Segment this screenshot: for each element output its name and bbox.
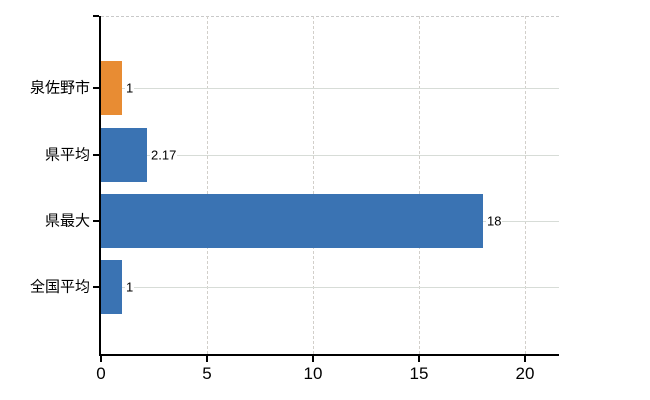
y-axis-tick bbox=[93, 87, 99, 89]
y-axis-tick bbox=[93, 286, 99, 288]
category-label: 泉佐野市 bbox=[29, 79, 90, 97]
x-tick-label: 20 bbox=[515, 364, 535, 383]
x-tick-label: 0 bbox=[96, 364, 106, 383]
x-axis-tick bbox=[100, 356, 102, 362]
category-label: 県最大 bbox=[44, 212, 90, 230]
x-tick-label: 15 bbox=[409, 364, 429, 383]
category-label: 全国平均 bbox=[29, 278, 90, 296]
category-label: 県平均 bbox=[44, 146, 90, 164]
bar-value-label: 1 bbox=[125, 279, 135, 295]
h-gridline bbox=[101, 88, 559, 89]
bar bbox=[101, 194, 483, 248]
bar-value-label: 18 bbox=[486, 213, 503, 229]
v-gridline bbox=[207, 16, 208, 354]
y-axis-tick bbox=[93, 15, 99, 17]
y-axis-tick bbox=[93, 220, 99, 222]
x-axis-tick bbox=[206, 356, 208, 362]
v-gridline bbox=[419, 16, 420, 354]
h-gridline bbox=[101, 287, 559, 288]
plot-top-border bbox=[101, 16, 559, 17]
x-axis-tick bbox=[524, 356, 526, 362]
x-axis-spine bbox=[99, 354, 559, 356]
bar bbox=[101, 260, 122, 314]
bar-value-label: 2.17 bbox=[150, 147, 178, 163]
x-tick-label: 10 bbox=[303, 364, 323, 383]
y-axis-tick bbox=[93, 154, 99, 156]
x-axis-tick bbox=[418, 356, 420, 362]
x-tick-label: 5 bbox=[202, 364, 212, 383]
bar-value-label: 1 bbox=[125, 80, 135, 96]
y-axis-spine bbox=[99, 16, 101, 354]
x-axis-tick bbox=[312, 356, 314, 362]
v-gridline bbox=[525, 16, 526, 354]
v-gridline bbox=[313, 16, 314, 354]
bar bbox=[101, 128, 147, 182]
bar bbox=[101, 61, 122, 115]
h-gridline bbox=[101, 155, 559, 156]
